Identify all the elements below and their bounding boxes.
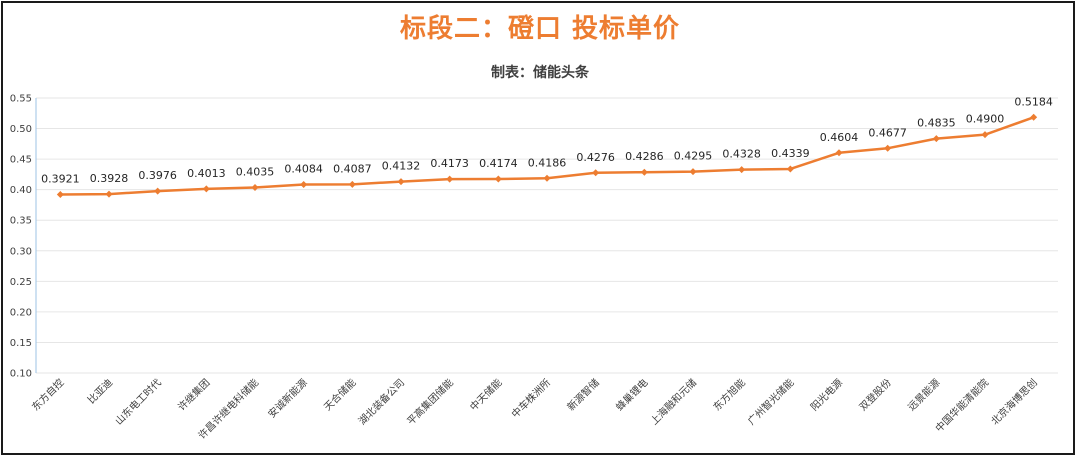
data-label: 0.4604: [820, 131, 859, 144]
chart-title: 标段二：磴口 投标单价: [399, 14, 681, 44]
data-label: 0.4132: [382, 160, 421, 173]
data-label: 0.3976: [138, 169, 177, 182]
data-label: 0.3928: [90, 172, 129, 185]
y-tick-label: 0.50: [10, 124, 32, 135]
data-label: 0.4900: [966, 113, 1005, 126]
data-label: 0.5184: [1014, 95, 1053, 108]
x-tick-label: 东方旭能: [710, 376, 747, 413]
data-point: [56, 190, 64, 198]
data-label: 0.4174: [479, 157, 518, 170]
data-point: [543, 174, 551, 182]
data-point: [1030, 113, 1038, 121]
y-tick-label: 0.10: [10, 369, 32, 380]
data-point: [494, 175, 502, 183]
data-point: [592, 169, 600, 177]
chart-subtitle: 制表：储能头条: [491, 65, 589, 81]
data-label: 0.4186: [528, 156, 567, 169]
gridlines: [36, 97, 1058, 374]
data-label: 0.4035: [236, 166, 275, 179]
data-point: [348, 180, 356, 188]
x-tick-label: 新源智储: [564, 376, 601, 413]
x-tick-label: 上海融和元储: [648, 376, 700, 428]
data-point: [981, 131, 989, 139]
x-tick-label: 中天储能: [467, 376, 504, 413]
x-tick-label: 湖北装备公司: [356, 376, 408, 428]
x-tick-label: 远景能源: [905, 376, 942, 413]
x-tick-label: 双登股份: [856, 376, 893, 413]
data-point: [446, 175, 454, 183]
data-point: [300, 181, 308, 189]
x-tick-label: 比亚迪: [85, 377, 115, 407]
y-axis: 0.10 0.15 0.20 0.25 0.30 0.35 0.40 0.45 0.50 0.55: [10, 94, 37, 380]
x-tick-label: 许继集团: [175, 376, 212, 413]
data-point: [884, 144, 892, 152]
y-tick-label: 0.20: [10, 307, 32, 318]
x-tick-label: 东方自控: [29, 376, 66, 413]
y-tick-label: 0.45: [10, 155, 32, 166]
y-tick-label: 0.40: [10, 185, 32, 196]
data-point: [786, 165, 794, 173]
data-point: [689, 168, 697, 176]
x-tick-label: 安诚新能源: [265, 376, 310, 421]
data-label: 0.4328: [722, 148, 761, 161]
y-tick-label: 0.15: [10, 338, 32, 349]
data-label: 0.4173: [430, 157, 469, 170]
data-label: 0.4339: [771, 147, 810, 160]
data-point: [251, 184, 259, 192]
data-point: [202, 185, 210, 193]
data-point: [932, 135, 940, 143]
data-label: 0.4677: [868, 126, 907, 139]
y-tick-label: 0.25: [10, 277, 32, 288]
x-tick-label: 平高集团储能: [404, 376, 456, 428]
x-tick-label: 中车株洲所: [509, 376, 554, 421]
data-point: [640, 168, 648, 176]
x-tick-label: 阳光电源: [808, 376, 845, 413]
x-tick-label: 广州智光储能: [745, 376, 797, 428]
x-tick-label: 天合储能: [321, 376, 358, 413]
data-label: 0.4835: [917, 117, 956, 130]
data-label: 0.3921: [41, 172, 80, 185]
y-tick-label: 0.35: [10, 216, 32, 227]
x-tick-label: 蜂巢锂电: [613, 376, 650, 413]
data-label: 0.4276: [576, 151, 615, 164]
y-tick-label: 0.30: [10, 246, 32, 257]
x-tick-label: 山东电工时代: [112, 376, 164, 428]
data-label: 0.4295: [674, 150, 713, 163]
data-point: [154, 187, 162, 195]
data-label: 0.4087: [333, 162, 372, 175]
data-point: [835, 149, 843, 157]
data-point: [738, 166, 746, 174]
x-tick-label: 北京海博思创: [988, 376, 1040, 428]
data-point: [105, 190, 113, 198]
series: 0.3921 0.3928 0.3976 0.4013 0.4035 0.4084 0.40…: [41, 95, 1053, 198]
data-label: 0.4286: [625, 150, 664, 163]
data-label: 0.4013: [187, 167, 226, 180]
y-tick-label: 0.55: [10, 94, 32, 105]
data-label: 0.4084: [284, 163, 323, 176]
data-point: [397, 178, 405, 186]
